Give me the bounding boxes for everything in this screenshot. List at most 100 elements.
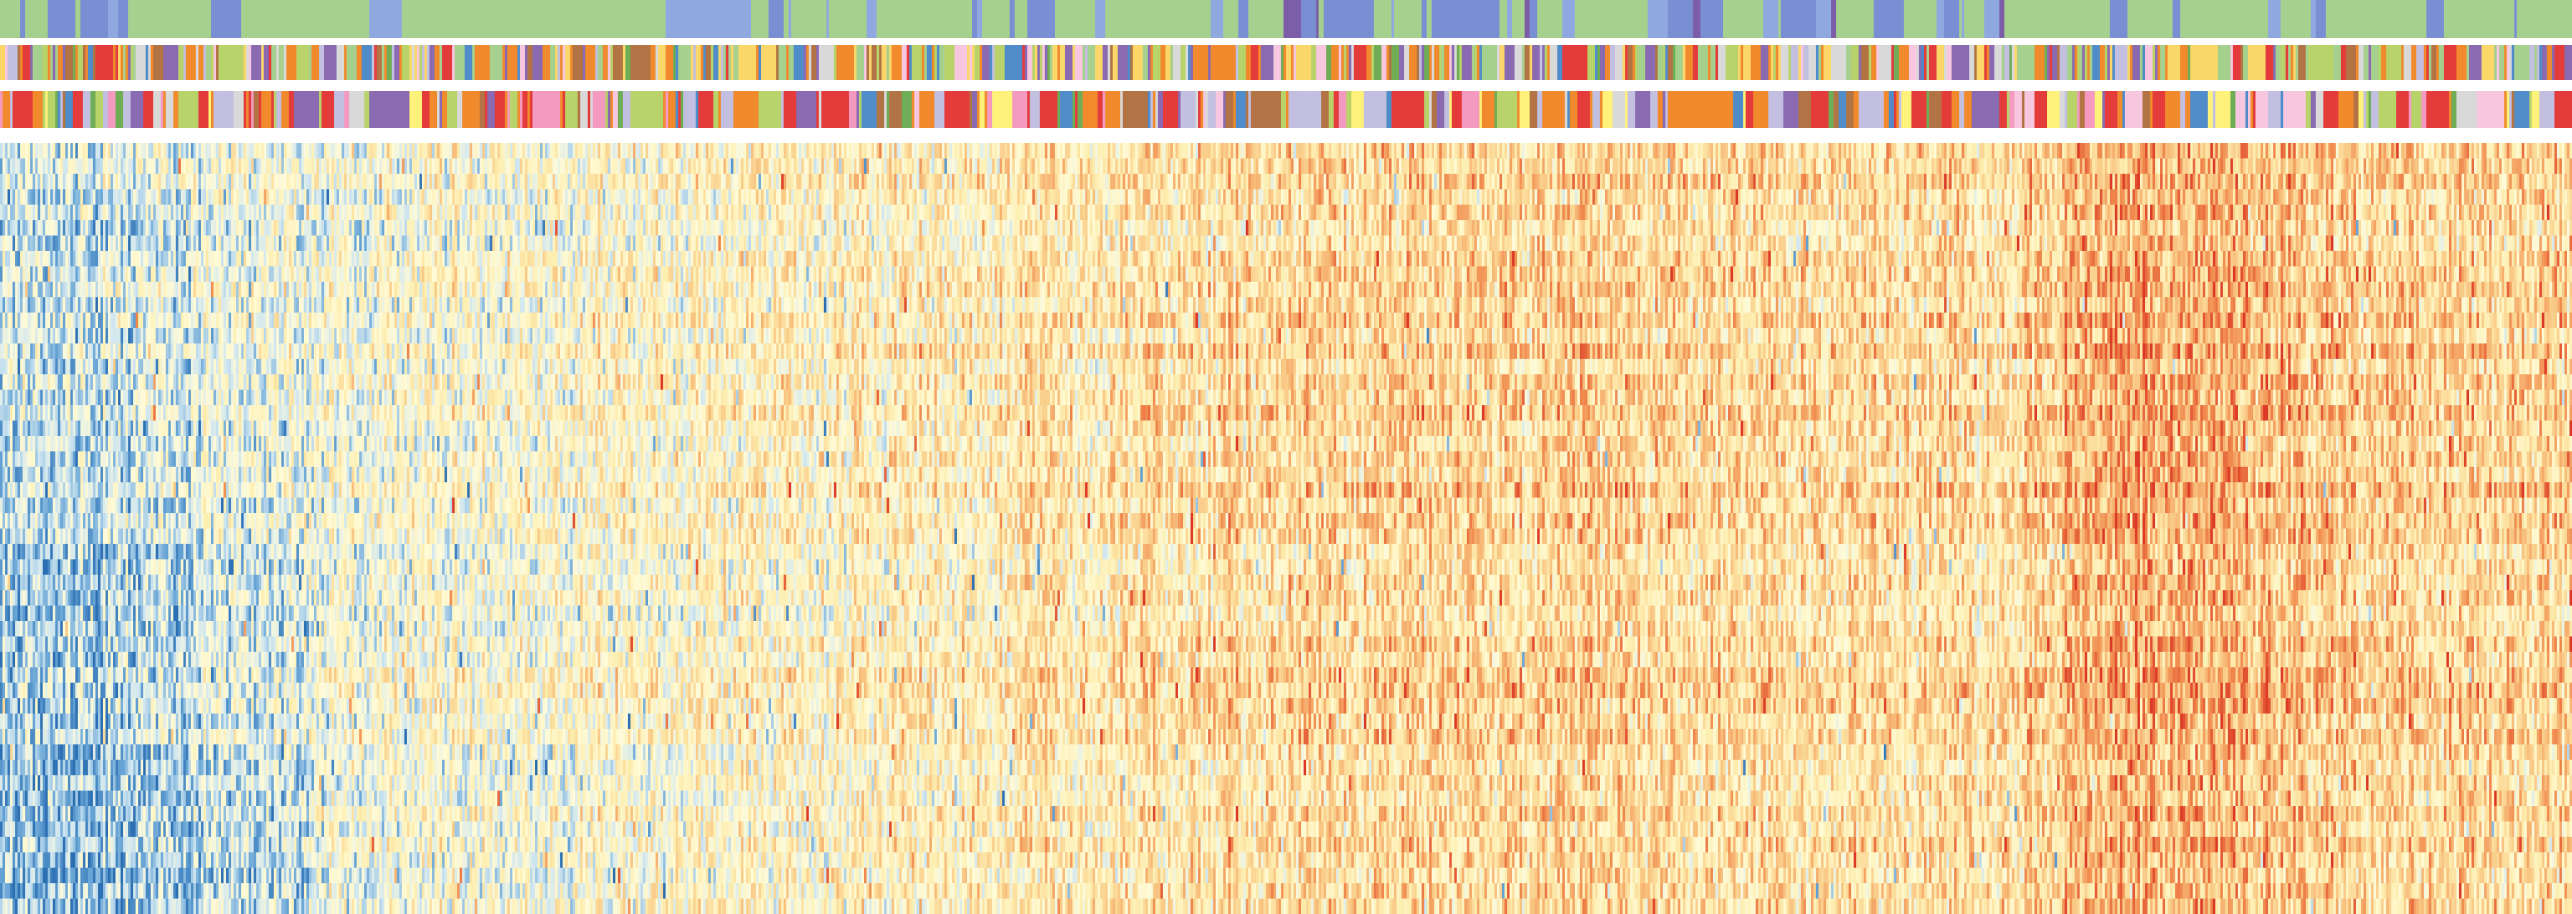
annotation-cell [786, 0, 789, 38]
annotation-cell [2386, 45, 2401, 80]
annotation-cell [565, 91, 578, 128]
annotation-cell [447, 91, 455, 128]
heatmap-cell [731, 143, 734, 159]
heatmap-cell [512, 143, 515, 159]
heatmap-cell [1899, 143, 1902, 159]
heatmap-cell [311, 158, 314, 174]
annotation-cell [1457, 45, 1460, 80]
heatmap-cell [756, 158, 759, 174]
heatmap-cell [1600, 143, 1603, 159]
heatmap-cell [1331, 158, 1334, 174]
annotation-cell [2047, 45, 2050, 80]
heatmap-cell [316, 143, 319, 159]
heatmap-cell [2208, 143, 2211, 159]
heatmap-cell [1522, 143, 1525, 159]
annotation-cell [2308, 45, 2328, 80]
heatmap-cell [716, 158, 719, 174]
heatmap-cell [332, 143, 335, 159]
heatmap-cell [1359, 158, 1362, 174]
heatmap-cell [789, 143, 792, 159]
annotation-cell [1836, 0, 1874, 38]
heatmap-cell [618, 143, 621, 159]
heatmap-cell [2389, 143, 2392, 159]
annotation-cell [186, 45, 189, 80]
annotation-cell [294, 91, 319, 128]
annotation-cell [512, 0, 515, 38]
heatmap-cell [1085, 143, 1088, 159]
heatmap-cell [70, 158, 73, 174]
annotation-cell [53, 45, 56, 80]
annotation-cell [455, 45, 458, 80]
heatmap-cell [1165, 143, 1168, 159]
annotation-cell [610, 91, 613, 128]
annotation-cell [143, 91, 153, 128]
heatmap-cell [33, 143, 36, 159]
annotation-cell [60, 0, 75, 38]
heatmap-cell [219, 158, 222, 174]
heatmap-cell [2288, 143, 2291, 159]
annotation-cell [2364, 91, 2367, 128]
annotation-cell [2529, 91, 2532, 128]
annotation-cell [836, 45, 854, 80]
heatmap-cell [1803, 158, 1806, 174]
heatmap-cell [1170, 143, 1173, 159]
annotation-cell [23, 45, 31, 80]
annotation-cell [1075, 45, 1083, 80]
annotation-cell [1281, 0, 1284, 38]
heatmap-cell [1198, 143, 1201, 159]
heatmap-cell [266, 143, 269, 159]
heatmap-cell [1319, 158, 1322, 174]
heatmap-cell [1540, 158, 1543, 174]
heatmap-cell [1326, 143, 1329, 159]
heatmap-cell [1580, 158, 1583, 174]
heatmap-cell [1824, 143, 1827, 159]
annotation-cell [1811, 91, 1829, 128]
heatmap-cell [1394, 143, 1397, 159]
annotation-cell [613, 91, 618, 128]
annotation-cell [1090, 91, 1098, 128]
heatmap-cell [244, 143, 247, 159]
annotation-cell [1085, 45, 1088, 80]
annotation-cell [1482, 45, 1497, 80]
annotation-cell [912, 45, 922, 80]
annotation-cell [889, 91, 902, 128]
heatmap-cell [178, 143, 181, 159]
annotation-cell [2040, 45, 2043, 80]
heatmap-cell [1040, 143, 1043, 159]
annotation-cell [392, 45, 395, 80]
heatmap-cell [379, 158, 382, 174]
annotation-cell [1349, 45, 1352, 80]
heatmap-cell [1808, 158, 1811, 174]
heatmap-cell [653, 158, 656, 174]
annotation-cell [1590, 45, 1595, 80]
heatmap-cell [1487, 143, 1490, 159]
heatmap-cell [666, 143, 669, 159]
heatmap-cell [108, 158, 111, 174]
heatmap-cell [1479, 143, 1482, 159]
annotation-cell [2143, 91, 2151, 128]
annotation-cell [1233, 0, 1238, 38]
annotation-cell [2291, 45, 2294, 80]
heatmap-cell [63, 143, 66, 159]
heatmap-cell [819, 158, 822, 174]
heatmap-cell [435, 143, 438, 159]
heatmap-cell [95, 143, 98, 159]
annotation-cell [909, 45, 912, 80]
annotation-cell [214, 91, 217, 128]
heatmap-cell [1437, 143, 1440, 159]
annotation-cell [1351, 91, 1364, 128]
heatmap-cell [1208, 158, 1211, 174]
annotation-cell [1331, 45, 1339, 80]
heatmap-cell [2256, 143, 2259, 159]
annotation-cell [937, 45, 940, 80]
annotation-cell [957, 0, 972, 38]
heatmap-cell [2451, 143, 2454, 159]
annotation-cell [1542, 45, 1545, 80]
heatmap-cell [1489, 143, 1492, 159]
heatmap-cell [580, 158, 583, 174]
heatmap-cell [311, 143, 314, 159]
heatmap-cell [442, 143, 445, 159]
annotation-cell [475, 45, 480, 80]
annotation-cell [2065, 91, 2068, 128]
heatmap-cell [563, 143, 566, 159]
